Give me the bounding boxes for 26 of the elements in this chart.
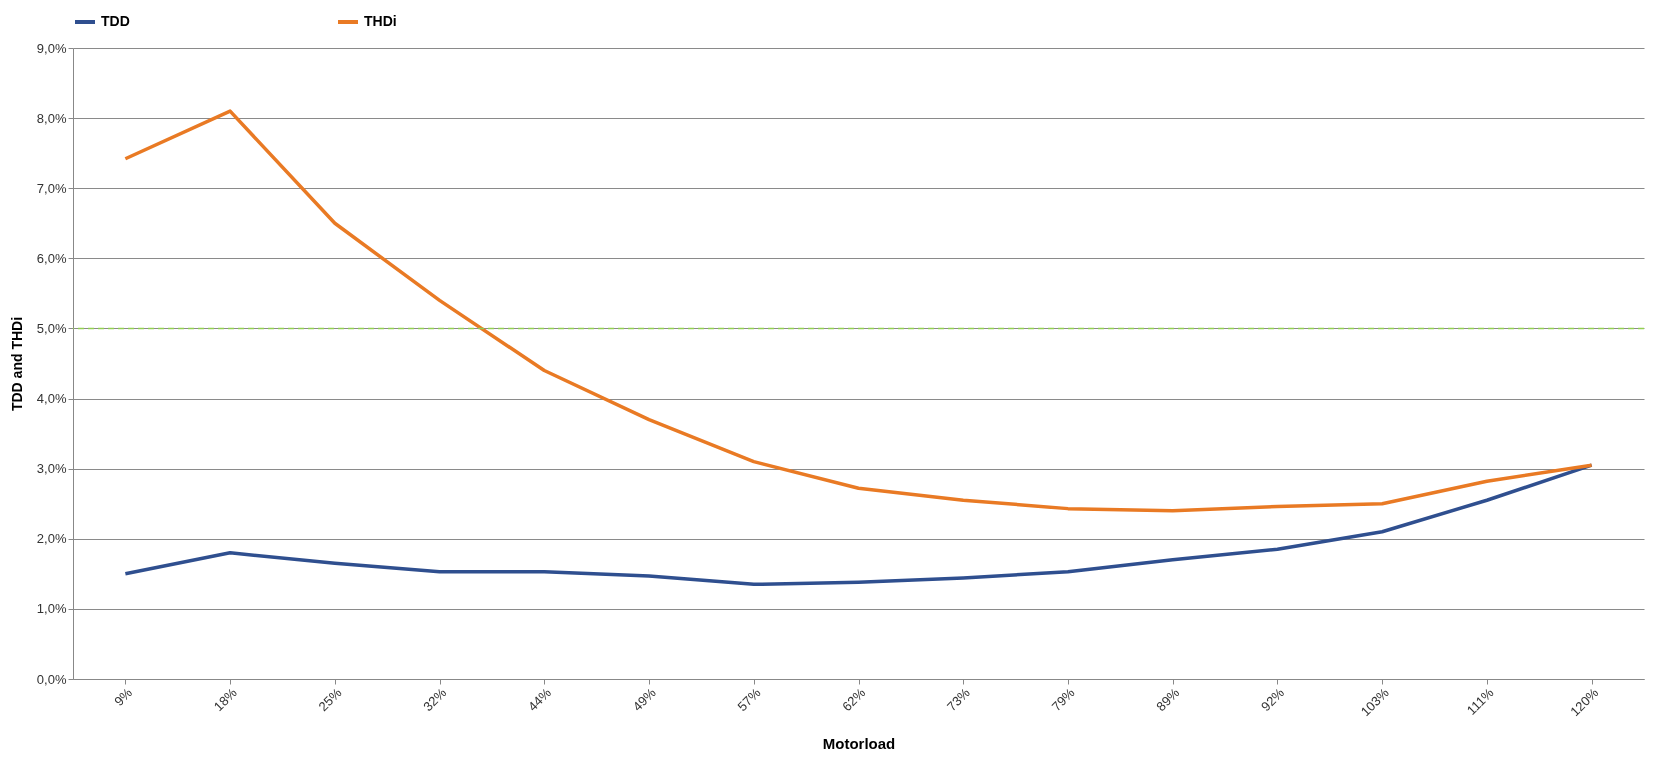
x-tick-label: 32% (420, 684, 450, 715)
y-tick-label: 1,0% (36, 601, 67, 617)
x-tick-label: 89% (1153, 684, 1183, 715)
line-series (123, 109, 1594, 513)
y-tick-label: 6,0% (36, 250, 67, 266)
legend-label: TDD (101, 13, 130, 29)
y-tick-label: 7,0% (36, 180, 67, 196)
y-tick-label: 0,0% (36, 671, 67, 687)
y-tick-label: 2,0% (36, 531, 67, 547)
y-tick-label: 8,0% (36, 110, 67, 126)
y-tick-label: 9,0% (36, 40, 67, 56)
x-axis-title: Motorload (822, 735, 896, 753)
x-tick-label: 49% (629, 684, 660, 715)
x-tick-label: 79% (1048, 684, 1078, 715)
y-tick-label: 3,0% (36, 461, 67, 477)
x-tick-label: 62% (839, 684, 869, 715)
y-tick-label: 5,0% (36, 320, 67, 336)
x-tick-label: 92% (1258, 684, 1288, 715)
y-axis-title: TDD and THDi (8, 316, 25, 412)
y-tick-label: 4,0% (36, 391, 67, 407)
x-tick-label: 73% (943, 684, 974, 715)
x-tick-label: 44% (524, 684, 555, 715)
x-tick-label: 18% (210, 684, 241, 715)
x-tick-label: 57% (734, 684, 764, 715)
legend-label: THDi (364, 13, 397, 29)
x-tick-label: 9% (111, 684, 136, 709)
